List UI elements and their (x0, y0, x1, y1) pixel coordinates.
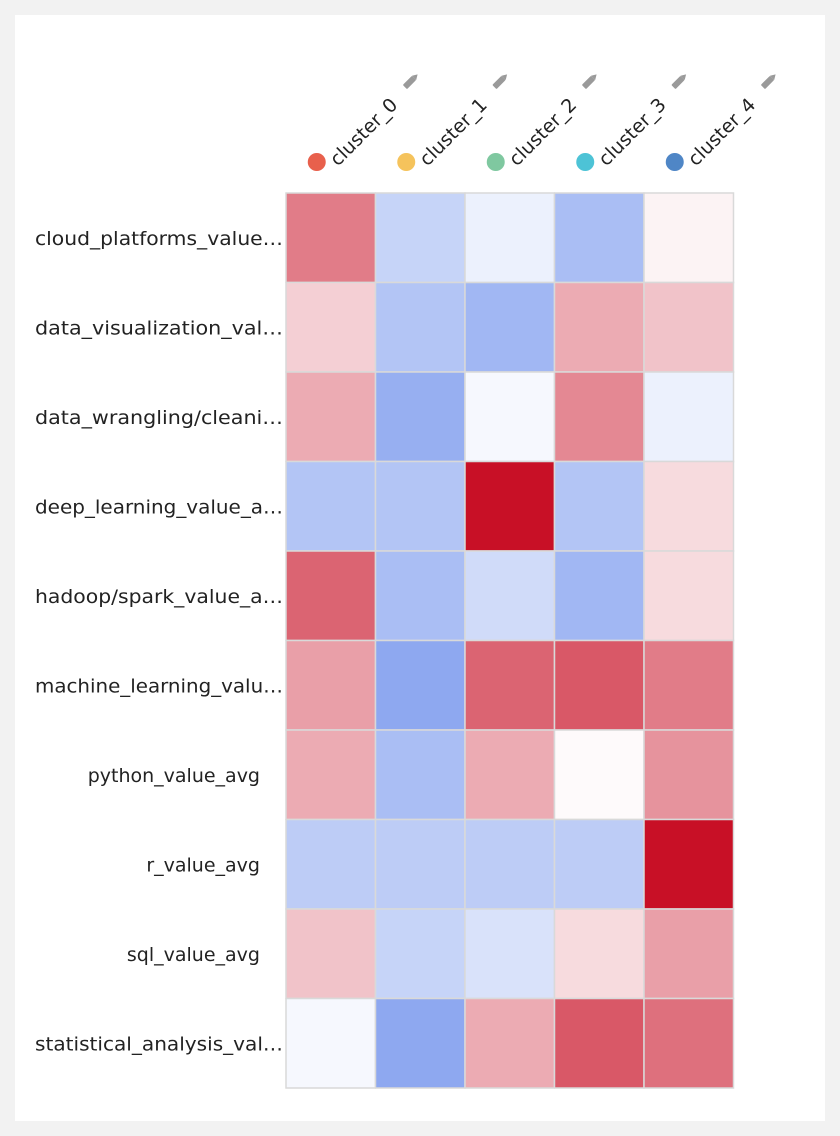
column-header[interactable]: cluster_4 (684, 69, 786, 171)
column-color-dot (397, 153, 416, 171)
column-label: cluster_1 (415, 94, 492, 171)
column-labels: cluster_0 cluster_1 cluster_2 cluster_3 clus… (307, 69, 786, 171)
row-label: hadoop/spark_value_a… (35, 586, 283, 608)
heatmap-cell (643, 192, 735, 284)
row-labels: cloud_platforms_value… data_visualization… (35, 228, 283, 1056)
row-label: sql_value_avg (127, 944, 260, 966)
column-color-dot (665, 153, 684, 171)
heatmap-cell (553, 997, 645, 1089)
heatmap-cell (374, 908, 466, 1000)
heatmap-cell (285, 639, 377, 731)
heatmap-cell (374, 729, 466, 821)
pencil-icon[interactable] (761, 72, 778, 89)
row-label: statistical_analysis_val… (35, 1033, 283, 1055)
column-label: cluster_0 (326, 94, 403, 171)
heatmap-cell (285, 550, 377, 642)
row-label: cloud_platforms_value… (35, 228, 283, 250)
heatmap-cell (464, 818, 556, 910)
heatmap-cell (553, 818, 645, 910)
heatmap-cell (464, 371, 556, 463)
heatmap-cell (643, 550, 735, 642)
heatmap-cell (643, 818, 735, 910)
heatmap-cell (374, 460, 466, 552)
heatmap-cell (285, 908, 377, 1000)
heatmap-cell (464, 729, 556, 821)
row-label: data_visualization_val… (35, 317, 283, 339)
heatmap-cell (643, 371, 735, 463)
heatmap-cell (553, 908, 645, 1000)
row-label: deep_learning_value_a… (35, 496, 283, 518)
column-color-dot (576, 153, 595, 171)
column-label: cluster_4 (684, 94, 761, 171)
heatmap-cell (553, 192, 645, 284)
heatmap-cell (464, 908, 556, 1000)
heatmap-cell (374, 371, 466, 463)
heatmap-cell (643, 460, 735, 552)
heatmap-cells (285, 192, 735, 1089)
heatmap-cell (643, 729, 735, 821)
heatmap-cell (643, 997, 735, 1089)
heatmap-cell (643, 639, 735, 731)
column-label: cluster_2 (505, 94, 582, 171)
heatmap-cell (553, 371, 645, 463)
pencil-icon[interactable] (492, 72, 509, 89)
heatmap-cell (464, 460, 556, 552)
heatmap-cell (464, 639, 556, 731)
heatmap-cell (553, 460, 645, 552)
heatmap-cell (285, 818, 377, 910)
row-label: machine_learning_valu… (35, 675, 283, 697)
heatmap-cell (464, 550, 556, 642)
heatmap-cell (374, 281, 466, 373)
heatmap-cell (464, 281, 556, 373)
column-header[interactable]: cluster_2 (505, 69, 607, 171)
heatmap-cell (464, 997, 556, 1089)
heatmap-cell (553, 550, 645, 642)
column-header[interactable]: cluster_3 (594, 69, 696, 171)
heatmap-cell (553, 281, 645, 373)
heatmap-cell (374, 550, 466, 642)
heatmap-cell (374, 818, 466, 910)
column-label: cluster_3 (594, 94, 671, 171)
heatmap-chart: cloud_platforms_value… data_visualization… (35, 69, 786, 1089)
row-label: r_value_avg (146, 854, 260, 876)
chart-card: cloud_platforms_value… data_visualization… (15, 15, 825, 1121)
heatmap-cell (643, 908, 735, 1000)
heatmap-cell (285, 729, 377, 821)
heatmap-cell (374, 639, 466, 731)
pencil-icon[interactable] (671, 72, 688, 89)
column-header[interactable]: cluster_1 (415, 69, 517, 171)
heatmap-cell (285, 460, 377, 552)
heatmap-cell (285, 192, 377, 284)
heatmap-cell (285, 371, 377, 463)
heatmap-cell (553, 639, 645, 731)
column-color-dot (307, 153, 326, 171)
pencil-icon[interactable] (582, 72, 599, 89)
row-label: python_value_avg (88, 765, 260, 787)
heatmap-cell (553, 729, 645, 821)
column-color-dot (486, 153, 505, 171)
heatmap-cell (643, 281, 735, 373)
heatmap-cell (374, 997, 466, 1089)
column-header[interactable]: cluster_0 (326, 69, 428, 171)
heatmap-cell (464, 192, 556, 284)
heatmap-cell (285, 997, 377, 1089)
pencil-icon[interactable] (403, 72, 420, 89)
row-label: data_wrangling/cleani… (35, 407, 283, 429)
heatmap-cell (374, 192, 466, 284)
heatmap-cell (285, 281, 377, 373)
